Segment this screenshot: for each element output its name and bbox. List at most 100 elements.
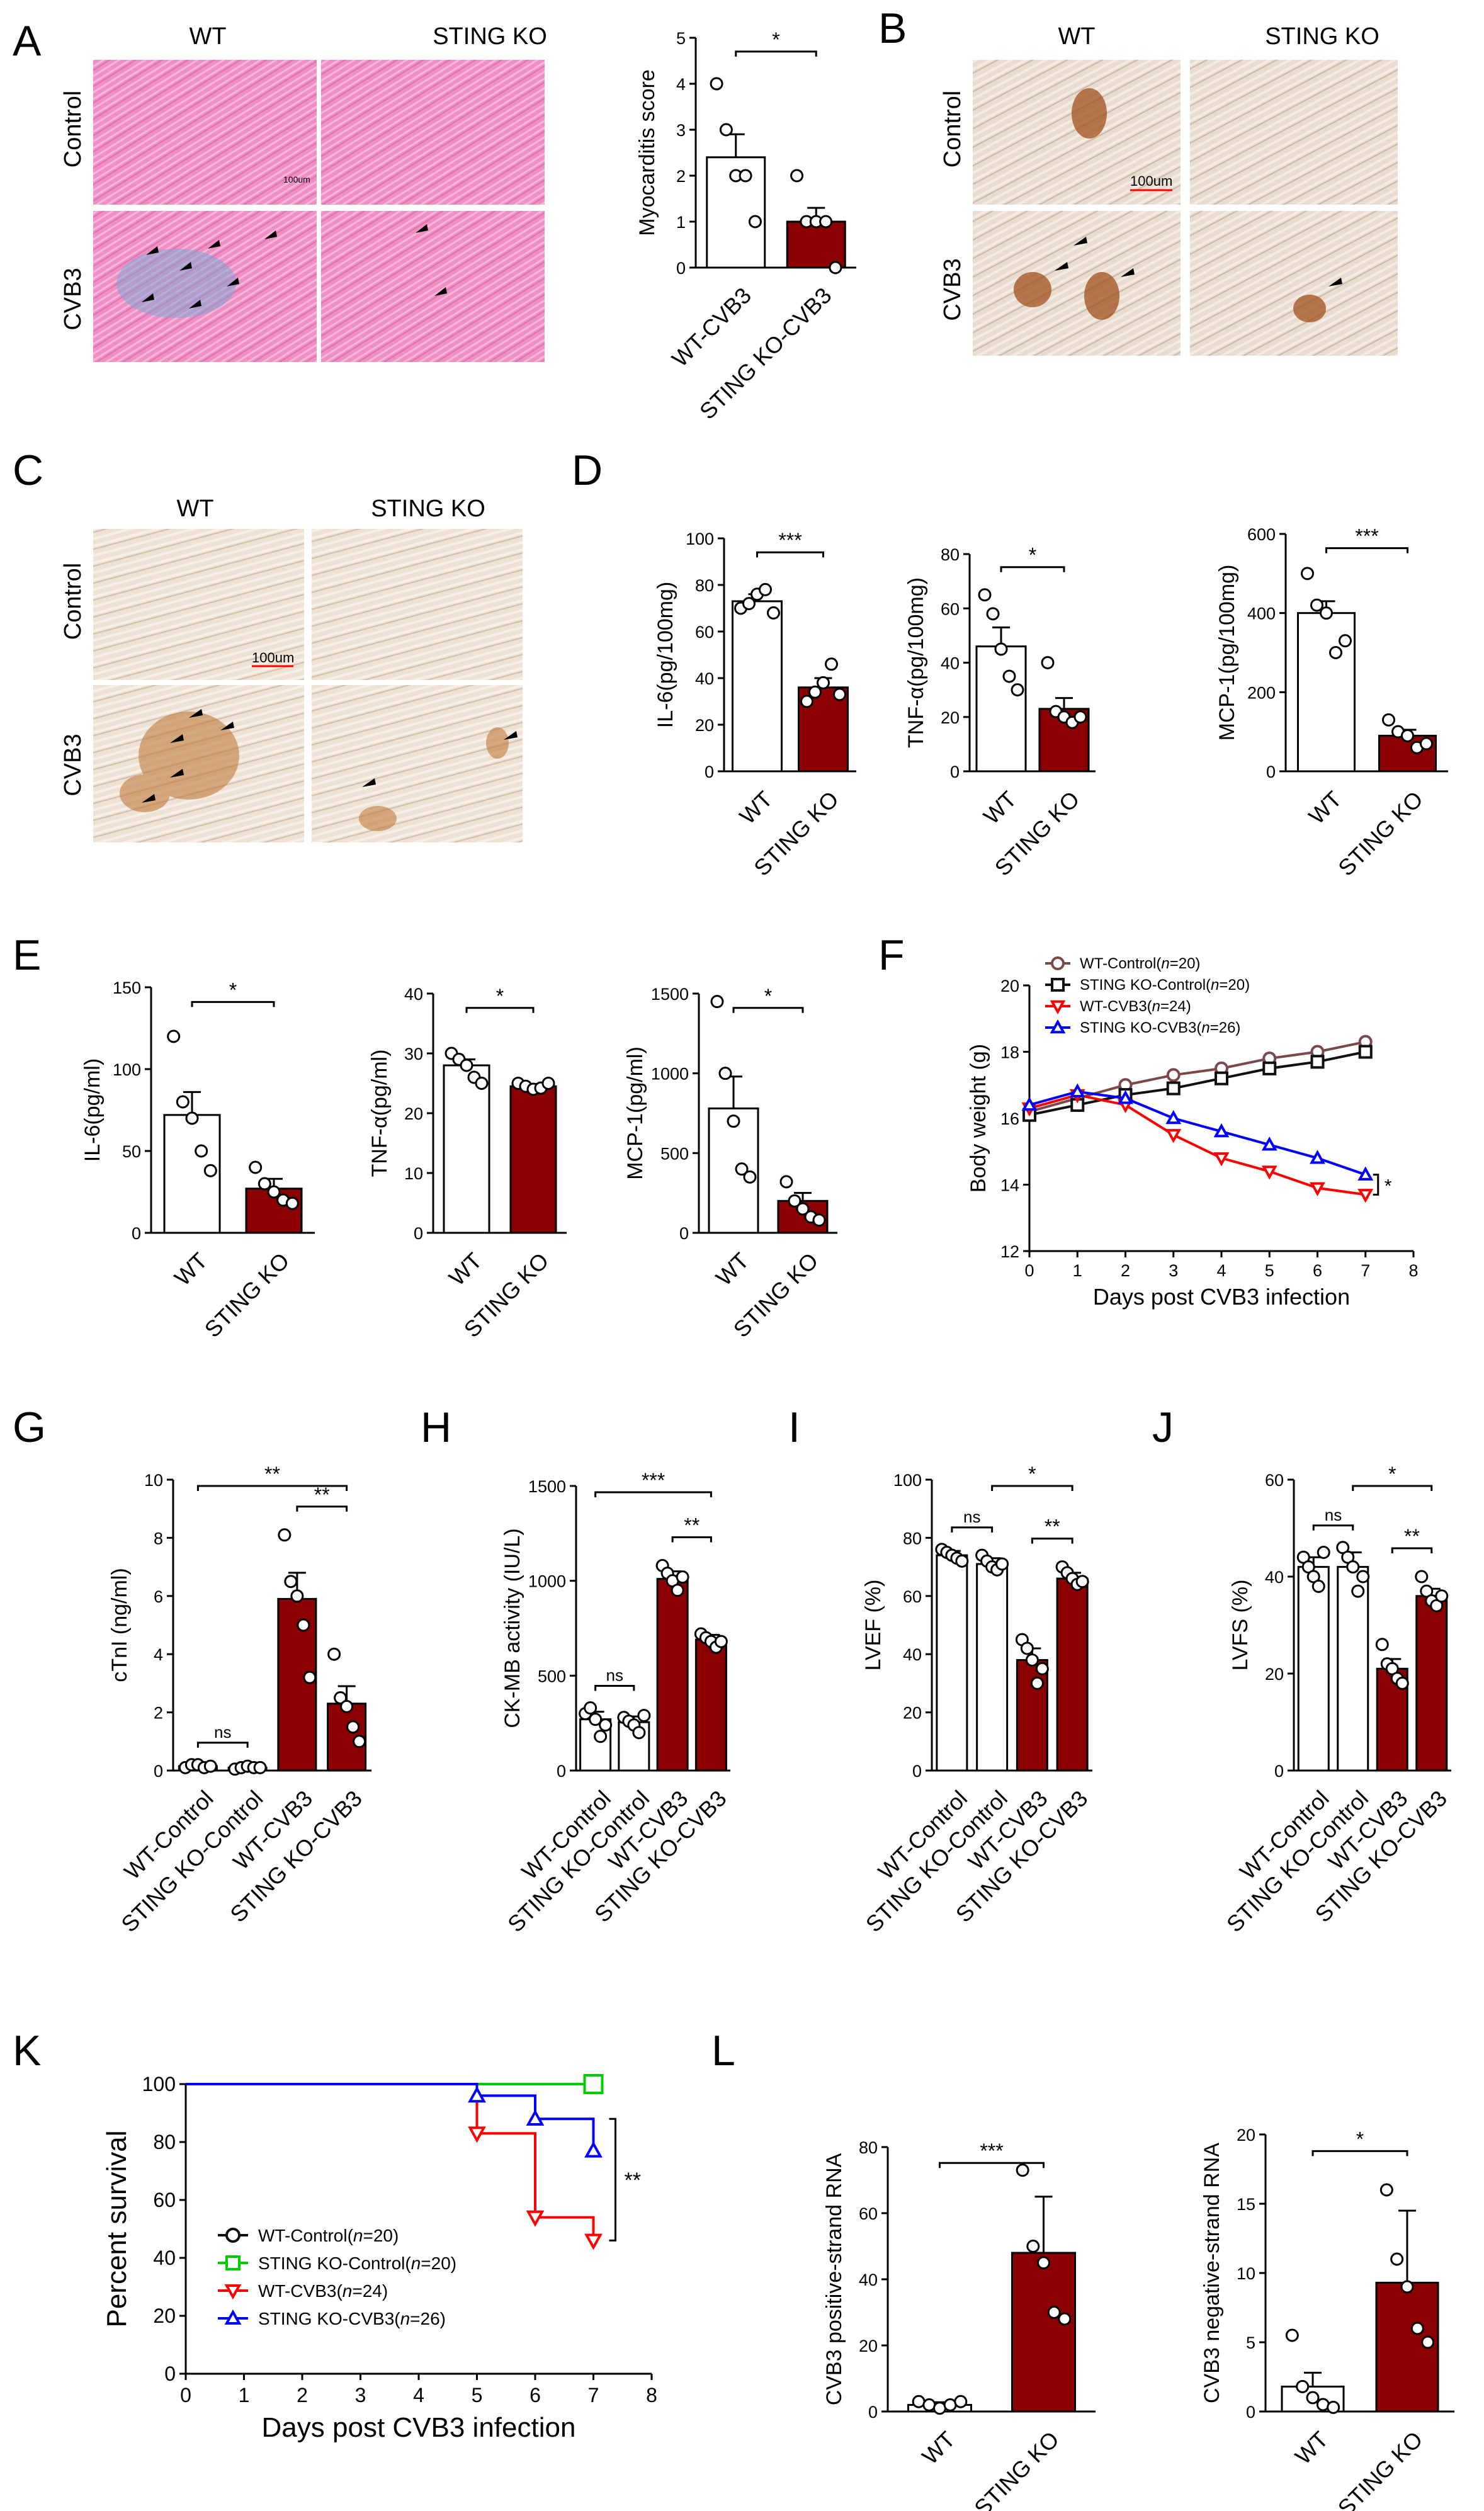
data-point bbox=[1327, 2400, 1340, 2414]
x-tick-label: 4 bbox=[413, 2384, 424, 2406]
y-tick-label: 0 bbox=[154, 1762, 163, 1781]
y-tick-label: 400 bbox=[1247, 604, 1276, 623]
data-point bbox=[759, 582, 772, 596]
y-tick-label: 1000 bbox=[651, 1065, 689, 1084]
series-marker bbox=[1118, 1090, 1133, 1104]
y-tick-label: 16 bbox=[1000, 1109, 1019, 1128]
significance-label: * bbox=[764, 985, 772, 1007]
y-tick-label: 40 bbox=[903, 1645, 922, 1664]
significance-label: ns bbox=[963, 1507, 980, 1526]
data-point bbox=[1435, 1589, 1449, 1603]
data-point bbox=[1395, 1676, 1409, 1690]
data-point bbox=[748, 215, 762, 229]
legend-label: WT-CVB3(n=24) bbox=[1080, 998, 1191, 1015]
y-tick-label: 40 bbox=[941, 654, 960, 673]
y-tick-label: 0 bbox=[557, 1762, 566, 1781]
significance-label: * bbox=[1028, 1463, 1036, 1485]
y-tick-label: 0 bbox=[164, 2362, 176, 2385]
y-tick-label: 60 bbox=[1265, 1471, 1284, 1490]
legend-label-n: n bbox=[1161, 955, 1169, 972]
data-point bbox=[589, 1713, 603, 1726]
legend-label-name: WT-CVB3( bbox=[258, 2281, 343, 2301]
legend-marker bbox=[224, 2309, 242, 2325]
y-tick-label: 0 bbox=[679, 1224, 689, 1243]
data-point bbox=[353, 1735, 366, 1749]
y-tick-label: 60 bbox=[941, 599, 960, 618]
col-label-sting-ko: STING KO bbox=[433, 23, 547, 50]
y-tick-label: 0 bbox=[705, 762, 714, 781]
y-tick-label: 0 bbox=[414, 1224, 423, 1243]
significance-label: * bbox=[1385, 1176, 1392, 1197]
x-tick-label: 2 bbox=[297, 2384, 308, 2406]
panel-letter-l: L bbox=[711, 2027, 735, 2075]
significance-label: ns bbox=[606, 1666, 623, 1685]
data-point bbox=[1346, 1560, 1360, 1574]
y-tick-label: 20 bbox=[404, 1104, 423, 1123]
legend-label: STING KO-CVB3(n=26) bbox=[1080, 1019, 1240, 1036]
data-point bbox=[1296, 2379, 1310, 2393]
data-point bbox=[1035, 1662, 1049, 1675]
data-point bbox=[714, 1635, 728, 1648]
censor-marker bbox=[468, 2086, 486, 2103]
data-point bbox=[819, 215, 833, 229]
y-axis-label: CVB3 negative-strand RNA bbox=[1200, 2143, 1224, 2403]
row-label-cvb3: CVB3 bbox=[60, 268, 86, 330]
y-tick-label: 200 bbox=[1247, 683, 1276, 702]
bar bbox=[976, 1563, 1009, 1772]
micrograph-grid-b: WT STING KO Control CVB3 100um bbox=[939, 23, 1398, 356]
y-axis-label: IL-6(pg/100mg) bbox=[654, 582, 677, 728]
significance-bracket bbox=[1312, 1524, 1354, 1531]
significance-label: ** bbox=[684, 1514, 700, 1537]
x-tick-label: STING KO bbox=[969, 2426, 1064, 2511]
legend-marker bbox=[225, 2228, 241, 2243]
data-point bbox=[1400, 2280, 1414, 2294]
legend-marker bbox=[224, 2284, 242, 2300]
data-point bbox=[1011, 683, 1024, 697]
data-point bbox=[727, 1114, 740, 1128]
data-point bbox=[788, 1194, 801, 1208]
arrowhead-markers bbox=[142, 224, 447, 309]
significance-label: ** bbox=[1404, 1525, 1420, 1548]
series-marker bbox=[1215, 1071, 1228, 1085]
data-point bbox=[1026, 2240, 1040, 2253]
data-point bbox=[1041, 656, 1055, 669]
y-tick-label: 15 bbox=[1237, 2195, 1255, 2214]
y-tick-label: 1 bbox=[676, 213, 686, 232]
y-tick-label: 60 bbox=[695, 623, 714, 642]
x-tick-label: 8 bbox=[1408, 1261, 1418, 1280]
significance-bracket bbox=[1325, 547, 1408, 553]
data-point bbox=[994, 642, 1008, 656]
y-tick-label: 0 bbox=[950, 762, 960, 781]
panel-letter-d: D bbox=[572, 446, 603, 494]
y-tick-label: 500 bbox=[538, 1667, 566, 1686]
series-marker bbox=[1166, 1068, 1181, 1082]
legend-label: WT-Control(n=20) bbox=[1080, 955, 1200, 972]
data-point bbox=[812, 1213, 826, 1227]
data-point bbox=[954, 2395, 968, 2408]
y-tick-label: 20 bbox=[903, 1704, 922, 1723]
bar bbox=[936, 1554, 968, 1772]
series-marker bbox=[1021, 1096, 1038, 1111]
legend-label-name: WT-Control( bbox=[1080, 955, 1161, 972]
y-tick-label: 20 bbox=[1265, 1665, 1284, 1684]
legend-label-name: WT-CVB3( bbox=[1080, 998, 1152, 1015]
panel-letter-a: A bbox=[13, 17, 42, 65]
significance-label: * bbox=[1029, 544, 1036, 567]
y-tick-label: 5 bbox=[1246, 2333, 1255, 2352]
legend-label-count: =20) bbox=[421, 2253, 456, 2273]
y-tick-label: 40 bbox=[695, 669, 714, 688]
x-tick-label: WT bbox=[169, 1247, 213, 1291]
legend-label: STING KO-Control(n=20) bbox=[258, 2253, 456, 2273]
y-tick-label: 0 bbox=[1266, 762, 1276, 781]
data-point bbox=[1285, 2328, 1299, 2342]
data-point bbox=[1351, 1584, 1365, 1598]
data-point bbox=[346, 1720, 360, 1734]
data-point bbox=[671, 1584, 684, 1597]
censor-marker bbox=[584, 2233, 603, 2250]
significance-label: ** bbox=[264, 1463, 280, 1485]
bar bbox=[708, 1107, 759, 1234]
data-point bbox=[817, 676, 830, 689]
